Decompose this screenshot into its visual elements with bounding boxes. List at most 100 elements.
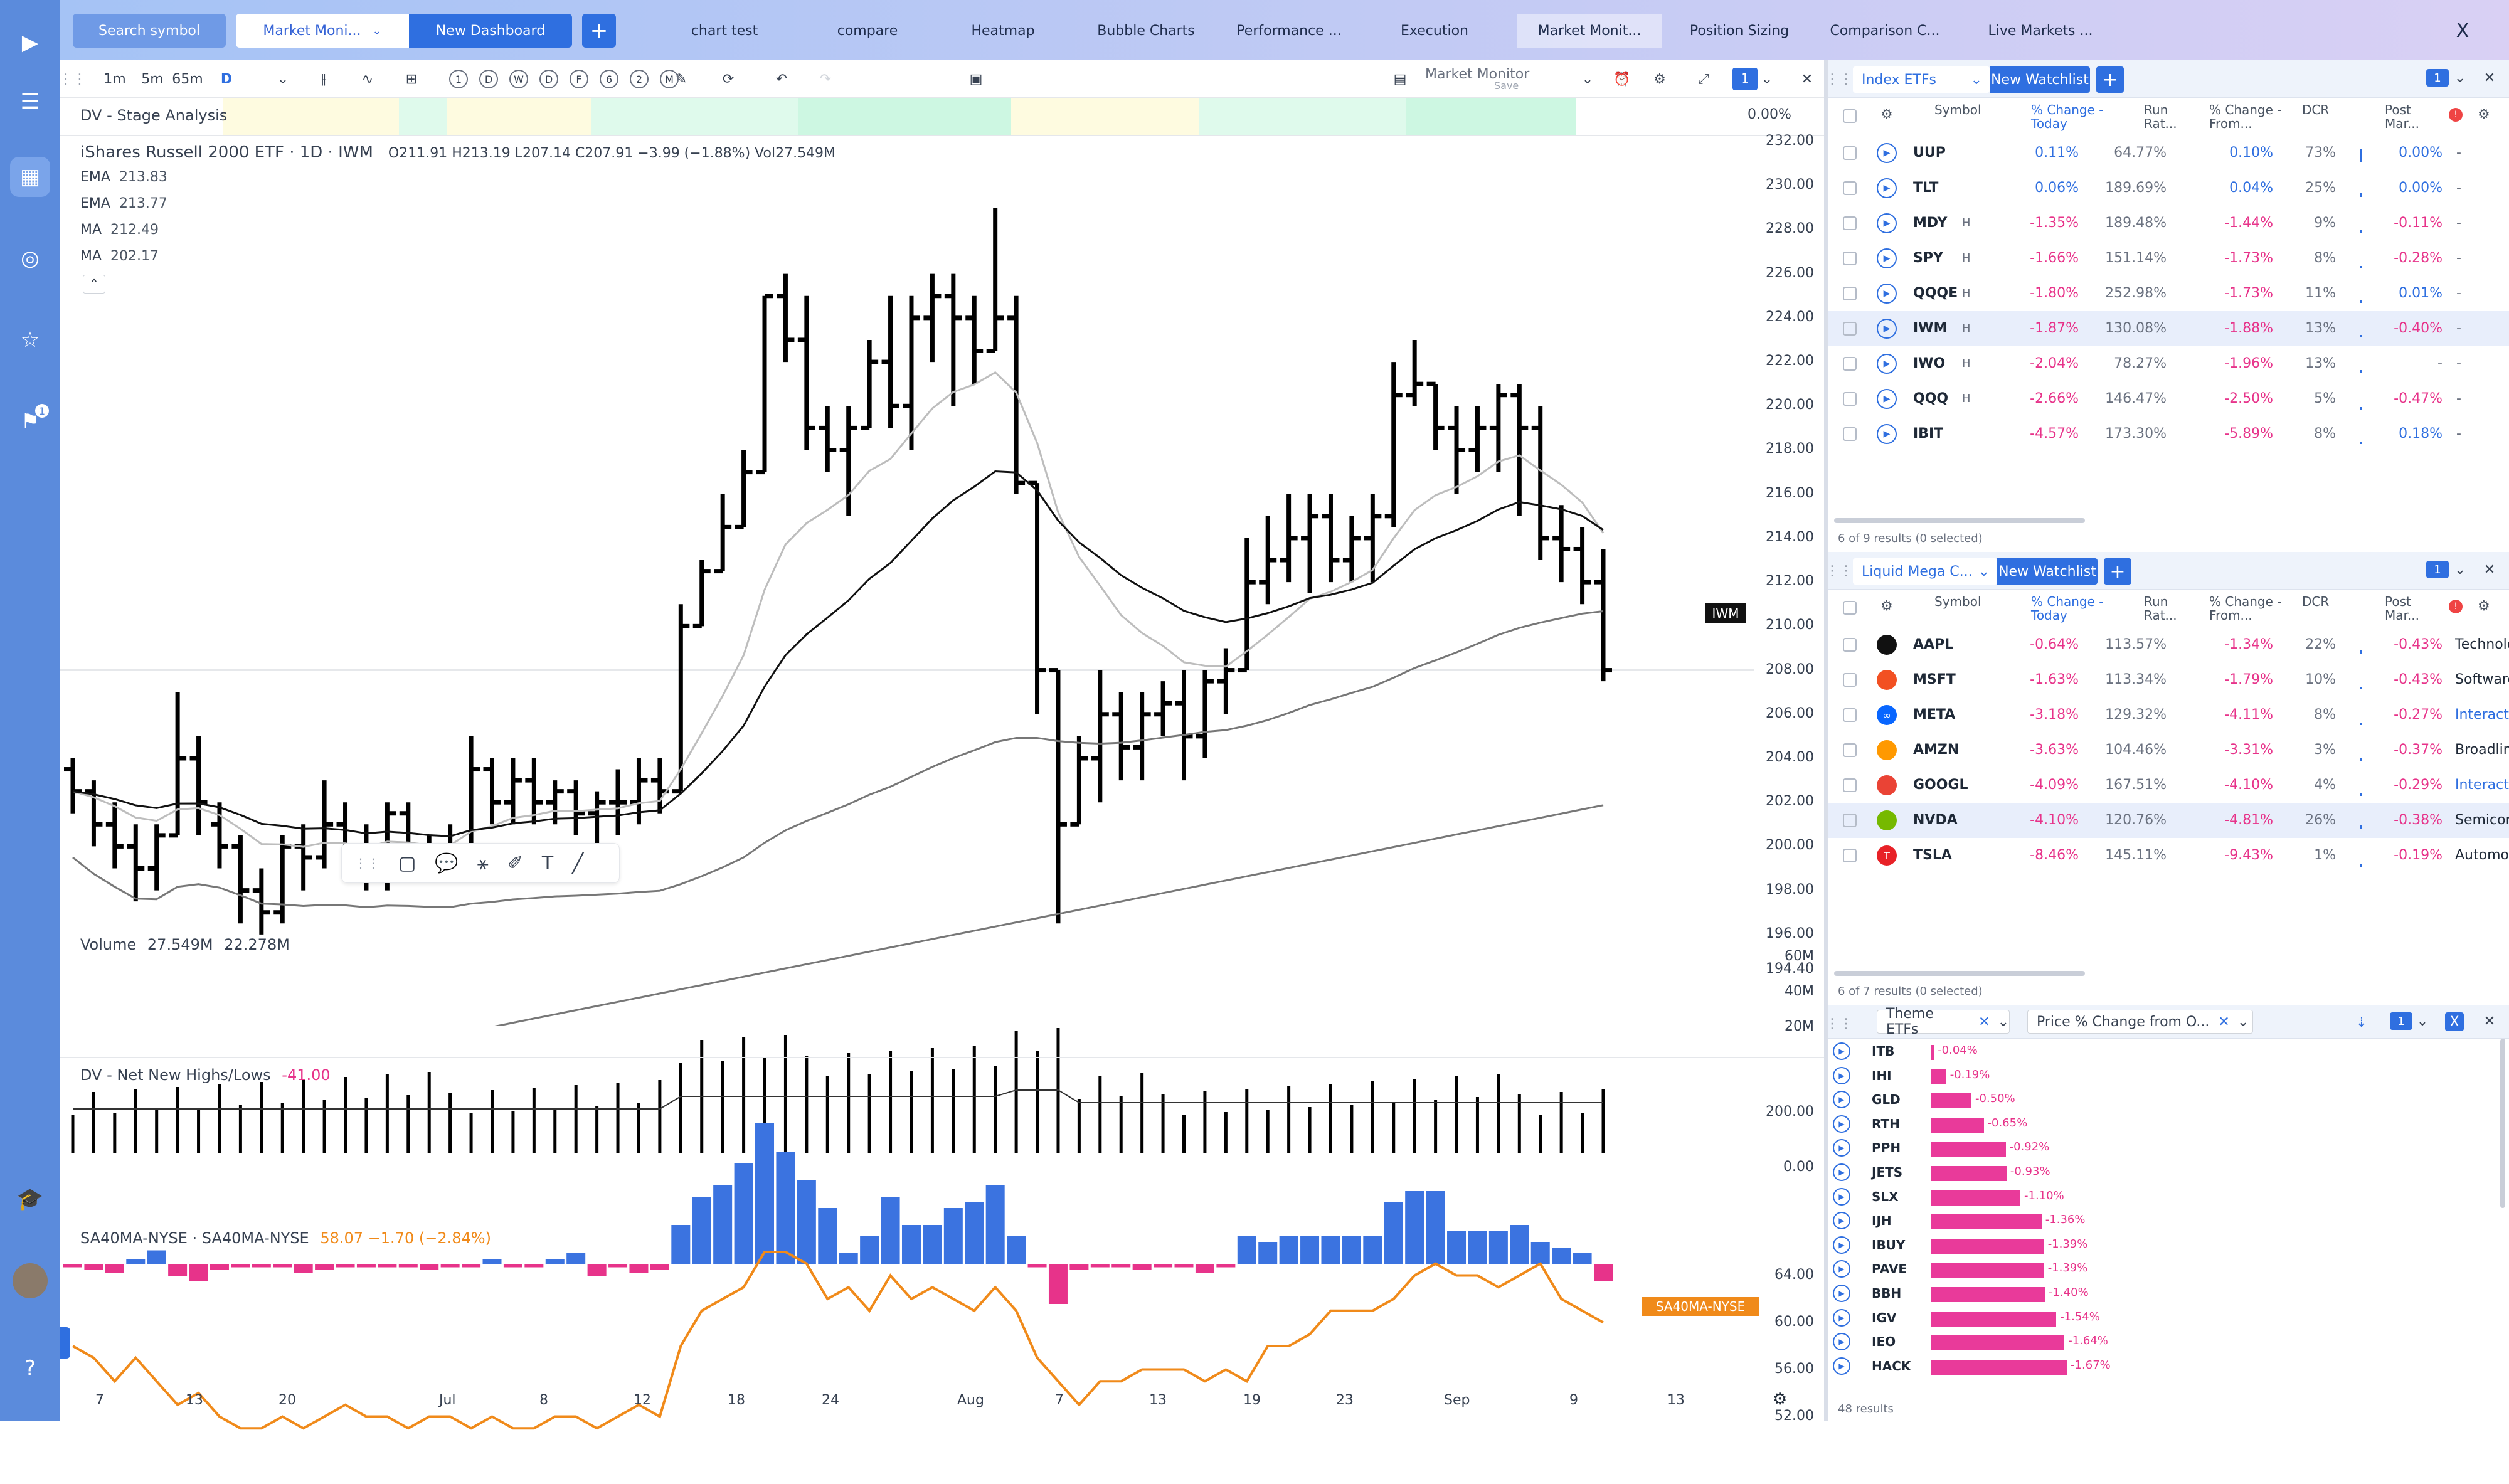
bar-type-icon[interactable]: ⫲ xyxy=(321,71,326,87)
theme-symbol[interactable]: BBH xyxy=(1872,1286,1902,1301)
fullscreen-icon[interactable]: ⤢ xyxy=(1698,71,1709,87)
drag-handle-icon[interactable]: ⋮⋮ xyxy=(1825,1015,1853,1032)
count-chevron-icon[interactable]: ⌄ xyxy=(2454,561,2466,578)
column-settings-icon[interactable]: ⚙ xyxy=(1880,598,1893,614)
theme-symbol[interactable]: HACK xyxy=(1872,1358,1911,1374)
row-checkbox[interactable] xyxy=(1843,849,1857,862)
range-button-4[interactable]: F xyxy=(570,70,588,88)
watchlist-count-badge-2[interactable]: 1 xyxy=(2426,561,2449,578)
theme-row[interactable]: ▶ IEO -1.64% xyxy=(1828,1330,2509,1354)
dashboard-select[interactable]: Market Moni... ⌄ xyxy=(236,14,409,48)
table-row[interactable]: GOOGL -4.09% 167.51% -4.10% 4% -0.29% Interact… xyxy=(1828,768,2509,803)
alert-icon[interactable]: ⏰ xyxy=(1613,71,1631,87)
theme-row[interactable]: ▶ RTH -0.65% xyxy=(1828,1113,2509,1137)
vertical-scrollbar[interactable] xyxy=(2500,1039,2505,1208)
play-icon[interactable]: ▶ xyxy=(1877,424,1897,444)
clear-icon[interactable]: ✕ xyxy=(2218,1014,2230,1030)
new-dashboard-button[interactable]: New Dashboard xyxy=(409,14,572,48)
table-row[interactable]: ▶ UUP 0.11% 64.77% 0.10% 73% 0.00% - xyxy=(1828,135,2509,171)
symbol-cell[interactable]: TLT xyxy=(1913,180,1939,196)
table-row[interactable]: ▶ QQQE H -1.80% 252.98% -1.73% 11% 0.01% - xyxy=(1828,276,2509,311)
table-row[interactable]: ▶ IBIT -4.57% 173.30% -5.89% 8% 0.18% - xyxy=(1828,416,2509,452)
row-checkbox[interactable] xyxy=(1843,146,1857,160)
pattern-tool-icon[interactable]: ⚹ xyxy=(477,852,489,874)
layout-chevron-icon[interactable]: ⌄ xyxy=(1581,71,1594,87)
theme-symbol[interactable]: PPH xyxy=(1872,1140,1901,1156)
theme-count-badge[interactable]: 1 xyxy=(2390,1012,2412,1030)
tab-10[interactable]: Live Markets ... xyxy=(1988,23,2093,39)
select-all-checkbox[interactable] xyxy=(1843,109,1857,123)
column-header-4[interactable]: DCR xyxy=(2302,102,2330,117)
horizontal-scrollbar-2[interactable] xyxy=(1834,971,2085,976)
theme-symbol[interactable]: IBUY xyxy=(1872,1237,1906,1253)
symbol-cell[interactable]: TSLA xyxy=(1913,847,1952,863)
row-checkbox[interactable] xyxy=(1843,216,1857,230)
theme-row[interactable]: ▶ IJH -1.36% xyxy=(1828,1209,2509,1233)
avatar[interactable] xyxy=(10,1261,50,1301)
symbol-cell[interactable]: IWM xyxy=(1913,321,1948,336)
table-row[interactable]: ▶ SPY H -1.66% 151.14% -1.73% 8% -0.28% - xyxy=(1828,241,2509,276)
symbol-cell[interactable]: SPY xyxy=(1913,250,1943,266)
play-icon[interactable]: ▶ xyxy=(1877,213,1897,233)
chart-area[interactable]: DV - Stage Analysis 0.00% iShares Russel… xyxy=(60,98,1824,1430)
watchlist-count-badge[interactable]: 1 xyxy=(2426,69,2449,87)
tab-8[interactable]: Position Sizing xyxy=(1689,23,1790,39)
table-row[interactable]: ▶ MDY H -1.35% 189.48% -1.44% 9% -0.11% - xyxy=(1828,206,2509,241)
theme-row[interactable]: ▶ GLD -0.50% xyxy=(1828,1088,2509,1112)
clear-icon[interactable]: ✕ xyxy=(1978,1014,1990,1030)
range-button-2[interactable]: W xyxy=(509,70,528,88)
add-watchlist-button-2[interactable]: + xyxy=(2104,558,2131,585)
interval-1[interactable]: 5m xyxy=(141,71,164,87)
symbol-cell[interactable]: AMZN xyxy=(1913,742,1960,758)
scanner-icon[interactable]: ◎ xyxy=(21,246,40,271)
close-theme-icon[interactable]: ✕ xyxy=(2483,1013,2496,1029)
redo-icon[interactable]: ↷ xyxy=(819,71,832,87)
count-chevron-icon[interactable]: ⌄ xyxy=(2416,1013,2429,1029)
theme-symbol[interactable]: IEO xyxy=(1872,1334,1896,1350)
column-header-5[interactable]: Post Mar... xyxy=(2385,594,2419,623)
tab-5[interactable]: Performance ... xyxy=(1236,23,1342,39)
theme-row[interactable]: ▶ IHI -0.19% xyxy=(1828,1064,2509,1088)
symbol-cell[interactable]: MDY xyxy=(1913,215,1948,231)
symbol-cell[interactable]: NVDA xyxy=(1913,812,1958,828)
play-icon[interactable]: ▶ xyxy=(1833,1333,1850,1351)
theme-row[interactable]: ▶ PAVE -1.39% xyxy=(1828,1258,2509,1281)
column-header-0[interactable]: Symbol xyxy=(1934,594,1981,609)
metric-select[interactable]: Price % Change from O... ✕ ⌄ xyxy=(2027,1010,2253,1034)
reset-axis-icon[interactable]: ⚙ xyxy=(1773,1390,1788,1409)
line-tool-icon[interactable]: ╱ xyxy=(572,852,584,874)
symbol-cell[interactable]: META xyxy=(1913,707,1956,723)
close-chart-icon[interactable]: ✕ xyxy=(1801,71,1813,87)
row-checkbox[interactable] xyxy=(1843,181,1857,195)
add-watchlist-button[interactable]: + xyxy=(2096,66,2124,93)
theme-row[interactable]: ▶ SLX -1.10% xyxy=(1828,1185,2509,1209)
play-icon[interactable]: ▶ xyxy=(1833,1042,1850,1060)
interval-chevron-icon[interactable]: ⌄ xyxy=(277,71,289,87)
play-icon[interactable]: ▶ xyxy=(1833,1163,1850,1181)
column-header-2[interactable]: Run Rat... xyxy=(2144,594,2177,623)
table-row[interactable]: ▶ IWM H -1.87% 130.08% -1.88% 13% -0.40% - xyxy=(1828,311,2509,346)
theme-row[interactable]: ▶ ITB -0.04% xyxy=(1828,1040,2509,1064)
tab-2[interactable]: compare xyxy=(837,23,898,39)
theme-symbol[interactable]: PAVE xyxy=(1872,1261,1907,1277)
search-symbol-button[interactable]: Search symbol xyxy=(73,14,226,48)
callout-tool-icon[interactable]: 💬 xyxy=(435,852,459,874)
theme-symbol[interactable]: SLX xyxy=(1872,1189,1899,1204)
alert-dot-icon[interactable]: ! xyxy=(2449,600,2463,613)
pencil-icon[interactable]: ✎ xyxy=(675,71,687,87)
symbol-cell[interactable]: UUP xyxy=(1913,145,1946,161)
interval-0[interactable]: 1m xyxy=(103,71,126,87)
row-checkbox[interactable] xyxy=(1843,287,1857,300)
layout-icon[interactable]: ▤ xyxy=(1393,71,1407,87)
tab-6[interactable]: Execution xyxy=(1401,23,1468,39)
templates-icon[interactable]: ⊞ xyxy=(405,71,418,87)
undo-icon[interactable]: ↶ xyxy=(775,71,788,87)
row-checkbox[interactable] xyxy=(1843,252,1857,265)
play-icon[interactable]: ▶ xyxy=(1833,1091,1850,1109)
x-logo-icon[interactable]: X xyxy=(2456,19,2469,42)
gear-icon[interactable]: ⚙ xyxy=(2478,107,2490,122)
tab-9[interactable]: Comparison C... xyxy=(1830,23,1940,39)
column-header-1[interactable]: % Change - Today xyxy=(2031,594,2104,623)
play-icon[interactable]: ▶ xyxy=(1877,284,1897,304)
count-chevron-icon[interactable]: ⌄ xyxy=(2454,70,2466,86)
